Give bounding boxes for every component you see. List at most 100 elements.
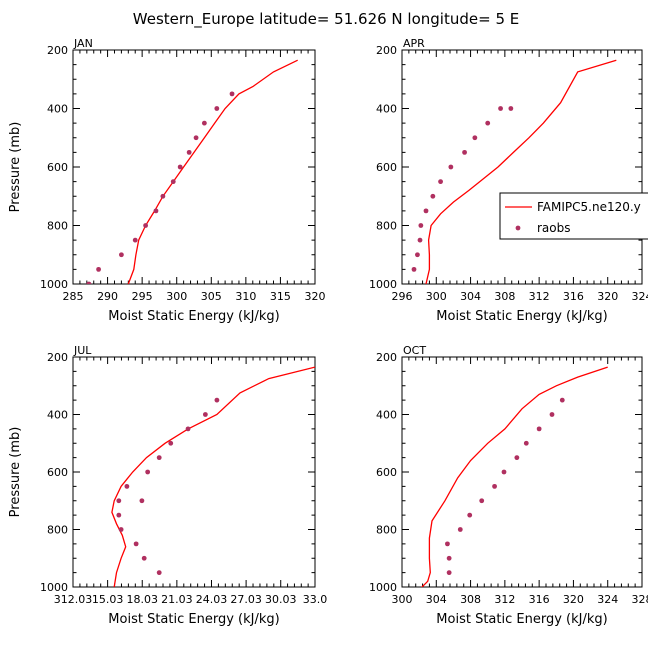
raobs-point [124,483,130,489]
raobs-point [536,426,542,432]
panel-apr: APR 296 300 304 308 312 316 320 324 200 400 600 800 1… [369,37,648,324]
plot-frame [401,356,643,588]
y-tick-label: 800 [47,524,68,537]
y-tick-label: 200 [47,351,68,364]
x-tick-label: 15.03 [92,593,124,606]
raobs-point [457,527,463,532]
legend-obs-label: raobs [537,221,571,235]
raobs-point [177,164,183,170]
panel-jan: JAN 285 290 295 300 305 310 315 320 200 400 600 800 1… [8,37,326,324]
raobs-point [448,164,454,170]
panel-jul: JUL 312.03 15.03 18.03 21.03 24.03 27.03 30.03 3… [8,344,327,627]
raobs-point [438,179,443,185]
raobs-point [462,149,467,155]
y-tick-label: 1000 [40,581,68,594]
panel-oct: OCT 300 304 308 312 316 320 324 328 200 400 600 800 1… [369,344,648,627]
model-profile-line [425,59,617,284]
raobs-point [446,570,452,576]
raobs-point [498,106,503,111]
raobs-point [156,455,162,461]
x-tick-label: 305 [201,290,222,303]
x-tick-label: 295 [132,290,153,303]
y-tick-label: 400 [47,409,68,422]
y-tick-label: 600 [47,466,68,479]
plot-frame [401,49,643,285]
y-tick-label: 600 [376,161,397,174]
raobs-point [523,440,529,446]
raobs-point [214,397,220,403]
series-group [86,59,298,284]
raobs-point [430,193,436,199]
raobs-point [201,120,207,126]
y-axis-label: Pressure (mb) [8,122,23,213]
raobs-point [145,469,151,475]
model-profile-line [421,366,608,587]
y-tick-label: 600 [47,161,68,174]
raobs-point [214,106,220,111]
x-axis-label: Moist Static Energy (kJ/kg) [108,612,279,627]
x-tick-label: 308 [460,593,481,606]
x-tick-label: 312 [529,290,550,303]
raobs-point [160,193,166,199]
raobs-point [139,498,145,504]
plot-frame [72,49,316,285]
raobs-point [202,412,208,417]
x-tick-label: 300 [166,290,187,303]
x-tick-label: 300 [426,290,447,303]
plot-frame [72,356,316,588]
raobs-point [514,455,520,461]
x-tick-label: 290 [97,290,118,303]
raobs-point [119,252,124,258]
raobs-point [446,555,452,561]
x-tick-label: 308 [494,290,515,303]
x-tick-label: 296 [392,290,413,303]
raobs-point [133,541,139,547]
raobs-point [559,397,565,403]
raobs-point [193,135,199,141]
raobs-point [168,440,174,446]
y-tick-label: 400 [47,103,68,116]
raobs-point [186,149,192,155]
raobs-point [143,223,149,228]
figure-title: Western_Europe latitude= 51.626 N longit… [133,10,519,29]
series-group [411,59,617,284]
y-axis-label: Pressure (mb) [8,427,23,518]
x-tick-label: 310 [235,290,256,303]
raobs-point [86,281,92,284]
raobs-point [156,570,162,576]
y-tick-label: 1000 [40,278,68,291]
raobs-point [96,266,101,272]
raobs-point [185,426,191,432]
panel-label: APR [403,37,425,50]
x-axis-label: Moist Static Energy (kJ/kg) [436,309,607,324]
x-tick-label: 312 [494,593,515,606]
x-tick-label: 304 [460,290,481,303]
x-tick-label: 328 [632,593,648,606]
y-tick-label: 200 [47,44,68,57]
y-tick-label: 1000 [369,581,397,594]
y-tick-label: 200 [376,351,397,364]
raobs-point [467,512,473,518]
raobs-point [141,555,147,561]
x-tick-label: 300 [392,593,413,606]
model-profile-line [111,366,315,587]
x-tick-label: 21.03 [161,593,193,606]
raobs-point [229,91,235,97]
raobs-point [472,135,478,141]
raobs-point [501,469,507,475]
raobs-point [479,498,485,504]
raobs-point [116,512,122,518]
y-tick-label: 400 [376,409,397,422]
x-tick-label: 30.03 [265,593,297,606]
raobs-point [485,120,491,126]
x-axis-label: Moist Static Energy (kJ/kg) [108,309,279,324]
x-tick-label: 24.03 [196,593,228,606]
x-tick-label: 320 [563,593,584,606]
panel-label: OCT [403,344,426,357]
y-tick-label: 800 [47,220,68,233]
x-tick-label: 304 [426,593,447,606]
y-tick-label: 800 [376,220,397,233]
raobs-point [508,106,514,111]
